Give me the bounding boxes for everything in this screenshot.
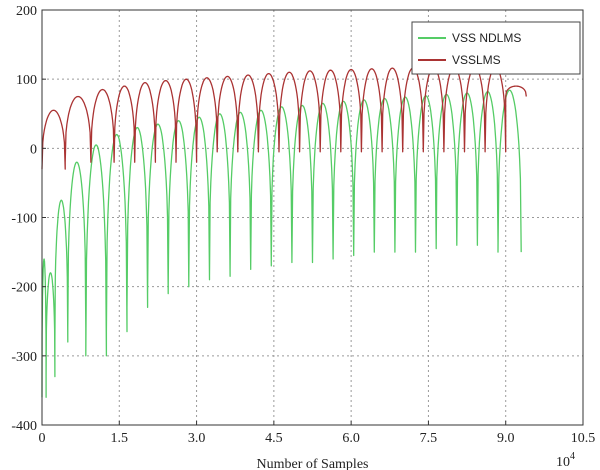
legend-label-vss-ndlms: VSS NDLMS xyxy=(452,31,521,45)
x-tick-label: 1.5 xyxy=(111,431,129,446)
ticks: 0 1.5 3.0 4.5 6.0 7.5 9.0 10.5 -400 -300 -200 -100 0… xyxy=(11,4,595,446)
series-layer xyxy=(41,66,527,398)
legend: VSS NDLMS VSSLMS xyxy=(411,21,581,75)
series-line-vss-ndlms xyxy=(41,89,522,398)
x-tick-label: 4.5 xyxy=(265,431,283,446)
x-tick-label: 0 xyxy=(39,431,46,446)
x-tick-label: 3.0 xyxy=(188,431,206,446)
y-tick-label: -100 xyxy=(11,212,37,227)
x-axis-label: Number of Samples xyxy=(257,457,369,470)
x-tick-label: 6.0 xyxy=(342,431,360,446)
y-tick-label: -300 xyxy=(11,350,37,365)
y-tick-label: -400 xyxy=(11,419,37,434)
x-axis-exponent: 104 xyxy=(556,451,575,470)
y-tick-label: 0 xyxy=(30,142,37,157)
series-line-vsslms xyxy=(41,66,527,170)
y-tick-label: 200 xyxy=(16,4,37,19)
legend-box xyxy=(411,21,581,75)
y-tick-label: -200 xyxy=(11,281,37,296)
x-tick-label: 7.5 xyxy=(420,431,438,446)
x-tick-label: 9.0 xyxy=(497,431,515,446)
x-tick-label: 10.5 xyxy=(571,431,596,446)
x-exponent-base: 10 xyxy=(556,455,570,470)
x-exponent-power: 4 xyxy=(570,451,575,462)
y-tick-label: 100 xyxy=(16,73,37,88)
legend-label-vsslms: VSSLMS xyxy=(452,53,501,67)
